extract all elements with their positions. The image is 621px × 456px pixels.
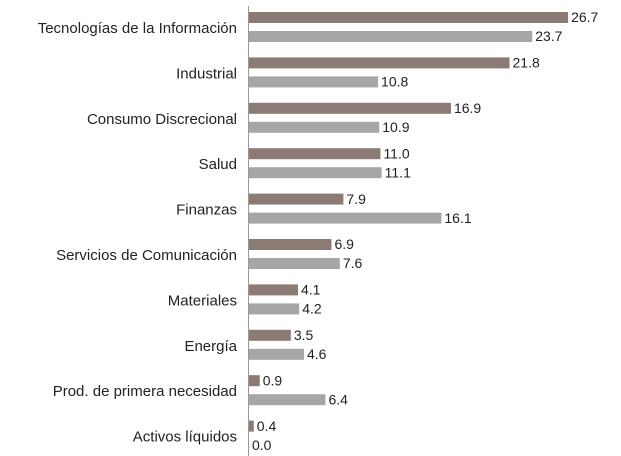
value-label: 6.9 [334,236,354,252]
value-label: 3.5 [294,327,314,343]
category-label: Servicios de Comunicación [56,247,237,264]
category-label: Materiales [168,292,237,309]
bar [249,121,380,133]
category-label: Industrial [176,65,237,82]
value-label: 16.1 [444,210,471,226]
value-label: 16.9 [454,100,481,116]
category-label: Tecnologías de la Información [38,20,237,37]
bar [249,193,344,205]
bar [249,375,260,387]
value-label: 0.0 [252,437,272,453]
category-label: Energía [184,338,237,355]
value-label: 11.0 [383,145,409,161]
bar [249,239,332,250]
value-label: 26.7 [571,9,598,25]
category-label: Finanzas [176,202,237,219]
bar [249,167,382,179]
value-label: 7.9 [346,191,366,207]
bar [249,148,381,160]
value-label: 7.6 [343,255,363,271]
bar [249,31,533,42]
bar [249,57,510,69]
bar [249,303,300,315]
value-label: 4.2 [302,301,322,317]
bar [249,258,340,269]
bar [249,284,298,296]
category-label: Consumo Discrecional [87,111,237,128]
value-label: 10.8 [381,74,408,90]
category-label: Prod. de primera necesidad [53,383,237,400]
value-label: 4.1 [301,282,321,298]
value-label: 21.8 [513,55,540,71]
value-label: 10.9 [382,119,409,135]
bar [249,12,569,23]
bar [249,102,451,114]
bar [249,348,304,360]
bar [249,76,379,88]
bar [249,212,442,224]
category-label: Activos líquidos [133,429,237,446]
value-label: 4.6 [307,346,327,362]
value-label: 23.7 [535,28,562,44]
bar [249,420,254,432]
bar [249,329,291,341]
value-label: 11.1 [385,164,411,180]
bar [249,394,326,406]
value-label: 6.4 [328,391,348,407]
category-label: Salud [199,156,237,173]
value-label: 0.4 [257,418,277,434]
value-label: 0.9 [263,372,283,388]
